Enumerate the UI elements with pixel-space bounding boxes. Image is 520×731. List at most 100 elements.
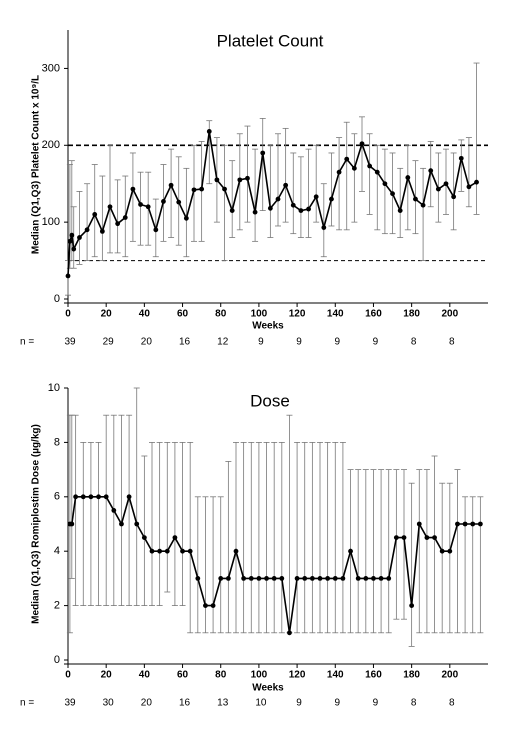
median-point	[233, 548, 239, 554]
median-point	[271, 576, 277, 581]
x-tick-label: 80	[215, 670, 227, 681]
n-value: 8	[411, 698, 417, 709]
n-value: 9	[258, 337, 264, 348]
n-value: 30	[103, 698, 115, 709]
median-point	[84, 227, 90, 233]
median-point	[149, 548, 155, 554]
median-point	[237, 177, 243, 183]
median-point	[206, 129, 212, 134]
median-point	[195, 576, 201, 581]
median-point	[153, 227, 159, 233]
median-point	[413, 196, 418, 202]
median-point	[321, 225, 327, 230]
median-point	[298, 208, 304, 214]
median-point	[393, 535, 399, 540]
median-point	[264, 576, 269, 581]
median-point	[187, 548, 193, 554]
median-point	[134, 521, 140, 527]
median-point	[80, 494, 86, 500]
y-tick-label: 4	[54, 545, 60, 557]
median-point	[428, 168, 434, 174]
x-tick-label: 180	[403, 670, 420, 681]
median-point	[382, 181, 388, 187]
median-point	[267, 205, 273, 211]
y-tick-label: 0	[54, 293, 60, 305]
n-value: 39	[64, 698, 76, 709]
median-point	[77, 235, 82, 240]
x-axis-label: Weeks	[252, 321, 284, 332]
median-point	[176, 199, 182, 205]
median-point	[99, 228, 105, 234]
median-point	[355, 576, 361, 581]
median-point	[294, 576, 300, 581]
median-point	[122, 215, 128, 220]
median-point	[69, 521, 75, 527]
median-point	[420, 202, 426, 208]
x-tick-label: 160	[365, 309, 382, 320]
median-point	[363, 576, 369, 581]
x-tick-label: 200	[441, 670, 458, 681]
n-value: 16	[179, 698, 191, 709]
x-tick-label: 140	[327, 309, 344, 320]
median-point	[348, 548, 353, 554]
median-point	[466, 184, 472, 190]
median-point	[183, 215, 189, 221]
y-tick-label: 8	[54, 436, 60, 448]
median-point	[359, 141, 365, 147]
median-point	[214, 177, 220, 183]
median-point	[458, 155, 464, 161]
median-point	[225, 576, 231, 581]
x-tick-label: 40	[139, 309, 151, 320]
median-point	[405, 175, 411, 180]
n-value: 20	[141, 698, 153, 709]
x-tick-label: 60	[177, 309, 189, 320]
median-point	[374, 169, 380, 175]
y-tick-label: 100	[42, 216, 60, 228]
median-point	[138, 202, 143, 207]
n-value: 13	[217, 698, 229, 709]
median-point	[378, 576, 384, 581]
n-value: 20	[141, 337, 153, 348]
y-tick-label: 0	[54, 654, 60, 666]
n-value: 8	[449, 698, 455, 709]
median-point	[290, 202, 296, 208]
median-point	[313, 194, 319, 200]
median-point	[203, 603, 208, 608]
median-point	[329, 196, 334, 202]
chart-title: Platelet Count	[217, 31, 324, 50]
median-point	[119, 521, 124, 527]
median-point	[447, 548, 453, 554]
median-point	[241, 576, 247, 581]
n-value: 10	[255, 698, 267, 709]
n-value: 12	[217, 337, 229, 348]
median-point	[92, 212, 98, 217]
median-point	[451, 194, 457, 200]
median-point	[141, 535, 147, 540]
y-tick-label: 10	[48, 382, 60, 394]
median-point	[157, 548, 163, 554]
median-point	[210, 603, 216, 608]
x-tick-label: 0	[65, 309, 71, 320]
n-value: 9	[296, 337, 302, 348]
y-tick-label: 2	[54, 600, 60, 612]
median-point	[164, 548, 170, 554]
x-tick-label: 20	[101, 670, 113, 681]
median-point	[103, 494, 109, 500]
median-point	[325, 576, 331, 581]
x-tick-label: 120	[289, 670, 306, 681]
median-point	[199, 186, 205, 192]
median-point	[390, 191, 395, 197]
y-tick-label: 200	[42, 139, 60, 151]
x-tick-label: 140	[327, 670, 344, 681]
median-point	[260, 150, 266, 156]
median-line	[69, 493, 481, 633]
median-point	[351, 165, 357, 171]
median-point	[474, 179, 479, 185]
y-axis-label: Median (Q1,Q3) Romiplostim Dose (µg/kg)	[31, 424, 42, 624]
x-tick-label: 100	[251, 309, 268, 320]
median-point	[67, 238, 73, 244]
x-tick-label: 40	[139, 670, 151, 681]
median-point	[218, 576, 224, 581]
median-point	[439, 548, 445, 554]
